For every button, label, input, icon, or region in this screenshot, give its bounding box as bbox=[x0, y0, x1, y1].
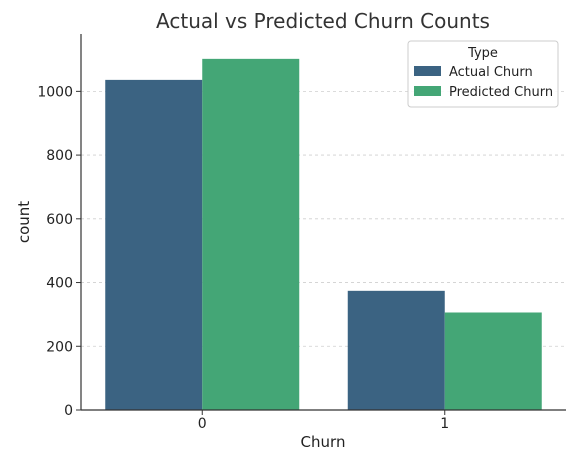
y-ticks: 0 200 400 600 800 1000 bbox=[37, 84, 81, 419]
axes bbox=[80, 34, 566, 411]
y-tick-label: 0 bbox=[64, 403, 73, 419]
y-tick-label: 600 bbox=[46, 212, 73, 228]
y-tick-label: 400 bbox=[46, 276, 73, 292]
x-axis-label: Churn bbox=[301, 433, 346, 451]
legend: Type Actual Churn Predicted Churn bbox=[407, 40, 559, 108]
bars bbox=[105, 58, 542, 411]
bar bbox=[105, 79, 203, 411]
x-tick-label: 1 bbox=[440, 416, 449, 432]
legend-label: Actual Churn bbox=[449, 65, 533, 80]
bar bbox=[202, 58, 300, 410]
legend-title: Type bbox=[467, 46, 498, 61]
y-tick-label: 800 bbox=[46, 148, 73, 164]
bar bbox=[347, 290, 445, 410]
y-tick-label: 1000 bbox=[37, 84, 73, 100]
legend-swatch bbox=[414, 86, 441, 96]
chart-title: Actual vs Predicted Churn Counts bbox=[156, 9, 490, 33]
legend-label: Predicted Churn bbox=[449, 85, 553, 100]
y-tick-label: 200 bbox=[46, 339, 73, 355]
legend-swatch bbox=[414, 66, 441, 76]
legend-box bbox=[407, 40, 559, 108]
x-tick-label: 0 bbox=[198, 416, 207, 432]
bar bbox=[444, 312, 542, 410]
y-axis-label: count bbox=[15, 201, 33, 243]
